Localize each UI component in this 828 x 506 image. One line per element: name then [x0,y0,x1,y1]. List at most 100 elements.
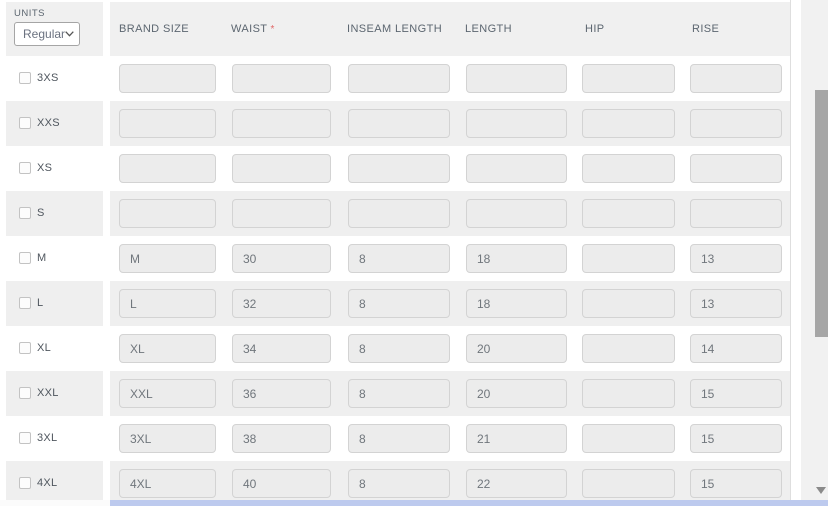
brand-size-input[interactable] [119,379,216,408]
required-asterisk: * [270,24,275,35]
length-input[interactable] [466,334,567,363]
waist-input[interactable] [232,199,331,228]
horizontal-scrollbar[interactable] [0,500,828,506]
inseam-length-input[interactable] [348,199,450,228]
hip-input[interactable] [582,154,675,183]
rise-input[interactable] [690,379,782,408]
waist-input[interactable] [232,289,331,318]
hip-input[interactable] [582,334,675,363]
inseam-length-input[interactable] [348,154,450,183]
hip-input[interactable] [582,424,675,453]
row-label-cell: XXL [6,371,103,416]
row-checkbox-3xs[interactable] [19,72,31,84]
brand-size-input[interactable] [119,334,216,363]
row-label-cell: 4XL [6,461,103,506]
inseam-length-input[interactable] [348,424,450,453]
table-right-border [790,0,791,500]
hip-input[interactable] [582,379,675,408]
row-checkbox-l[interactable] [19,297,31,309]
inseam-length-input[interactable] [348,469,450,498]
row-checkbox-m[interactable] [19,252,31,264]
size-label: 3XS [37,72,59,84]
rise-input[interactable] [690,154,782,183]
rise-input[interactable] [690,469,782,498]
waist-input[interactable] [232,334,331,363]
length-input[interactable] [466,154,567,183]
column-header-length: LENGTH [465,23,513,35]
table-row: XXL [6,371,790,416]
row-checkbox-s[interactable] [19,207,31,219]
column-header-waist: WAIST * [231,23,275,35]
rise-input[interactable] [690,199,782,228]
hip-input[interactable] [582,244,675,273]
inseam-length-input[interactable] [348,334,450,363]
length-input[interactable] [466,289,567,318]
row-label-cell: L [6,281,103,326]
rise-input[interactable] [690,244,782,273]
inseam-length-input[interactable] [348,109,450,138]
waist-input[interactable] [232,244,331,273]
hip-input[interactable] [582,199,675,228]
row-checkbox-xl[interactable] [19,342,31,354]
table-row: XS [6,146,790,191]
hip-input[interactable] [582,469,675,498]
length-input[interactable] [466,469,567,498]
waist-input[interactable] [232,424,331,453]
brand-size-input[interactable] [119,109,216,138]
length-input[interactable] [466,379,567,408]
horizontal-scrollbar-thumb[interactable] [110,500,828,506]
column-header-hip: HIP [585,23,605,35]
scroll-down-arrow-icon[interactable] [816,487,826,494]
table-row: 4XL [6,461,790,506]
hip-input[interactable] [582,289,675,318]
row-checkbox-xxs[interactable] [19,117,31,129]
brand-size-input[interactable] [119,154,216,183]
size-label: L [37,297,44,309]
inseam-length-input[interactable] [348,64,450,93]
row-checkbox-xs[interactable] [19,162,31,174]
waist-input[interactable] [232,154,331,183]
waist-input[interactable] [232,109,331,138]
hip-input[interactable] [582,64,675,93]
waist-input[interactable] [232,379,331,408]
row-checkbox-4xl[interactable] [19,477,31,489]
size-label: XS [37,162,53,174]
table-row: S [6,191,790,236]
row-checkbox-xxl[interactable] [19,387,31,399]
size-chart-table: UNITS Regular BRAND SIZE WAIST * INSEAM L… [6,2,790,506]
waist-input[interactable] [232,64,331,93]
column-header-brand-size: BRAND SIZE [119,23,190,35]
waist-input[interactable] [232,469,331,498]
vertical-scrollbar-thumb[interactable] [815,90,828,337]
size-label: XL [37,342,52,354]
vertical-scrollbar[interactable] [801,0,828,500]
length-input[interactable] [466,64,567,93]
rise-input[interactable] [690,64,782,93]
brand-size-input[interactable] [119,289,216,318]
row-label-cell: 3XS [6,56,103,101]
size-label: XXS [37,117,60,129]
length-input[interactable] [466,244,567,273]
length-input[interactable] [466,109,567,138]
length-input[interactable] [466,199,567,228]
rise-input[interactable] [690,109,782,138]
rise-input[interactable] [690,289,782,318]
hip-input[interactable] [582,109,675,138]
inseam-length-input[interactable] [348,289,450,318]
column-header-rise: RISE [692,23,720,35]
column-header-inseam-length: INSEAM LENGTH [347,23,443,35]
units-select[interactable]: Regular [14,22,80,46]
length-input[interactable] [466,424,567,453]
rise-input[interactable] [690,424,782,453]
brand-size-input[interactable] [119,469,216,498]
brand-size-input[interactable] [119,64,216,93]
inseam-length-input[interactable] [348,379,450,408]
brand-size-input[interactable] [119,244,216,273]
table-row: XXS [6,101,790,146]
row-checkbox-3xl[interactable] [19,432,31,444]
brand-size-input[interactable] [119,199,216,228]
rise-input[interactable] [690,334,782,363]
brand-size-input[interactable] [119,424,216,453]
inseam-length-input[interactable] [348,244,450,273]
